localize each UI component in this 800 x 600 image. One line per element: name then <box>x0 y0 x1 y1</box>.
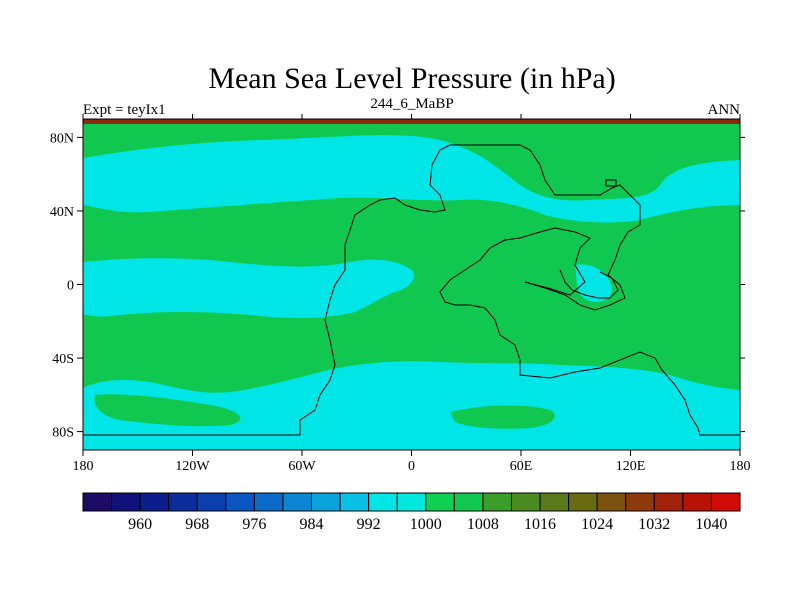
colorbar: 960 968 976 984 992 1000 1008 1016 1024 1032 1040 <box>82 492 741 533</box>
colorbar-box <box>510 492 541 512</box>
colorbar-box <box>653 492 684 512</box>
colorbar-label: 960 <box>128 516 152 533</box>
colorbar-box <box>311 492 341 512</box>
colorbar-label: 1000 <box>410 516 442 533</box>
chart-title: Mean Sea Level Pressure (in hPa) <box>208 62 615 95</box>
continent-inner-outline <box>559 269 619 299</box>
continent-outline <box>83 144 740 436</box>
x-tick-label: 60W <box>288 459 316 474</box>
subtitle-right: ANN <box>708 102 741 118</box>
subtitle-left: Expt = teyIx1 <box>83 102 166 118</box>
north-cyan-region <box>83 135 740 223</box>
colorbar-box <box>339 492 370 512</box>
x-tick-label: 180 <box>73 459 94 474</box>
colorbar-box <box>682 492 712 512</box>
colorbar-box <box>596 492 627 512</box>
y-tick-label: 80S <box>52 426 74 441</box>
colorbar-box <box>710 492 741 512</box>
colorbar-label: 1040 <box>695 516 727 533</box>
y-tick-label: 40S <box>52 352 74 367</box>
colorbar-box <box>111 492 141 512</box>
subtitle-center: 244_6_MaBP <box>370 96 453 112</box>
colorbar-label: 1016 <box>524 516 556 533</box>
equatorial-cyan-region <box>83 258 415 319</box>
north-polar-band <box>83 119 740 124</box>
colorbar-box <box>396 492 427 512</box>
colorbar-box <box>453 492 484 512</box>
colorbar-box <box>225 492 255 512</box>
x-tick-label: 120E <box>616 459 646 474</box>
x-tick-label: 120W <box>175 459 210 474</box>
y-tick-label: 40N <box>50 205 74 220</box>
colorbar-label: 1008 <box>467 516 499 533</box>
south-green-patch-west <box>94 394 241 427</box>
colorbar-label: 976 <box>242 516 266 533</box>
south-green-patch-east <box>450 405 555 429</box>
colorbar-box <box>539 492 570 512</box>
colorbar-box <box>568 492 598 512</box>
colorbar-box <box>625 492 655 512</box>
colorbar-box <box>253 492 284 512</box>
colorbar-label: 968 <box>185 516 209 533</box>
colorbar-box <box>482 492 512 512</box>
y-tick-label: 0 <box>67 279 74 294</box>
colorbar-box <box>196 492 227 512</box>
colorbar-box <box>139 492 170 512</box>
south-cyan-region <box>83 361 740 450</box>
colorbar-label: 992 <box>357 516 381 533</box>
colorbar-label: 1024 <box>581 516 613 533</box>
small-island <box>605 179 617 187</box>
x-tick-label: 180 <box>730 459 751 474</box>
x-tick-label: 60E <box>510 459 533 474</box>
colorbar-box <box>168 492 198 512</box>
colorbar-label: 984 <box>300 516 324 533</box>
x-tick-label: 0 <box>408 459 415 474</box>
colorbar-box <box>82 492 113 512</box>
pressure-map <box>83 119 740 450</box>
y-axis: 80N 40N 0 40S 80S <box>50 131 745 441</box>
x-axis: 180 120W 60W 0 60E 120E 180 <box>73 114 751 474</box>
colorbar-box <box>282 492 313 512</box>
colorbar-label: 1032 <box>638 516 670 533</box>
colorbar-box <box>425 492 455 512</box>
colorbar-box <box>368 492 398 512</box>
y-tick-label: 80N <box>50 131 74 146</box>
